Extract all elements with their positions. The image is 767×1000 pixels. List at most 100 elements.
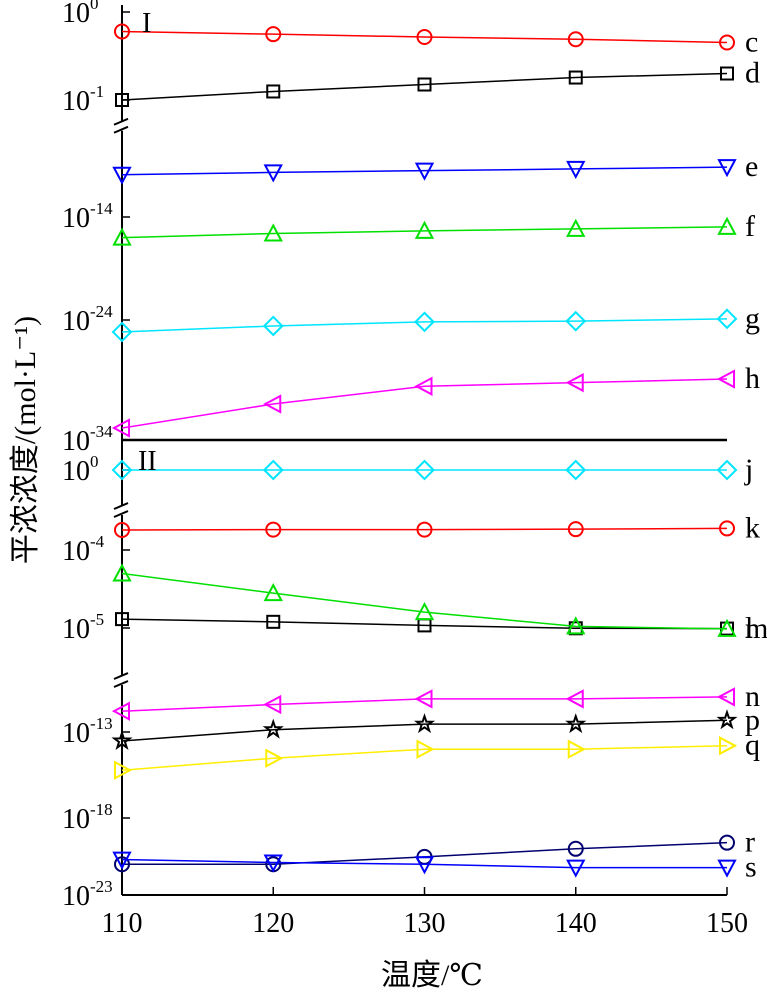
axis-break-gap — [116, 675, 128, 685]
y-tick-label: 10-14 — [62, 199, 113, 234]
series-line — [121, 719, 728, 742]
data-point — [567, 840, 584, 857]
series-label: l — [745, 612, 753, 645]
series-line — [121, 527, 728, 531]
data-point — [112, 227, 132, 246]
data-point — [111, 701, 130, 721]
series-g — [111, 308, 738, 343]
y-tick-exponent: -18 — [90, 800, 113, 819]
axis-break-gap — [116, 120, 128, 131]
axis-break-mark — [113, 680, 129, 688]
data-point — [414, 162, 435, 181]
data-point — [111, 459, 133, 481]
series-line — [121, 166, 728, 176]
series-line — [121, 226, 728, 239]
axes-layer: 110 120 130 140 15010010-110-1410-2410-34100… — [62, 0, 748, 939]
data-point — [414, 459, 435, 481]
y-tick-exponent: -23 — [90, 877, 113, 896]
series-k — [114, 520, 735, 538]
y-tick-exponent: -4 — [90, 532, 105, 551]
data-point — [111, 321, 133, 343]
data-point — [719, 834, 735, 851]
data-point — [265, 26, 282, 43]
data-point — [568, 70, 583, 85]
data-point — [111, 729, 133, 750]
y-axis-title: 平浓浓度/(mol·L⁻¹) — [9, 316, 42, 564]
data-point — [567, 521, 584, 538]
data-point — [567, 31, 584, 48]
data-point — [719, 520, 735, 537]
x-axis-title: 温度/℃ — [381, 959, 483, 992]
data-point — [720, 66, 734, 81]
data-point — [263, 854, 283, 873]
data-point — [565, 713, 587, 734]
data-point — [719, 736, 738, 756]
data-point — [262, 459, 284, 481]
series-label: q — [745, 729, 760, 762]
y-tick-label: 10-13 — [62, 714, 113, 749]
data-point — [114, 23, 130, 40]
series-label: s — [745, 851, 757, 884]
y-tick-exponent: -1 — [90, 82, 104, 101]
data-point — [717, 159, 737, 178]
data-point — [114, 522, 130, 538]
data-point — [265, 521, 282, 538]
data-point — [266, 84, 281, 99]
data-point — [115, 93, 129, 107]
data-point — [263, 394, 282, 414]
data-point — [717, 859, 737, 878]
series-r — [114, 834, 735, 873]
y-tick-exponent: -13 — [90, 714, 113, 733]
data-point — [265, 748, 284, 768]
series-label: c — [745, 26, 758, 59]
series-layer — [111, 23, 738, 878]
panel-label: II — [138, 446, 157, 477]
data-point — [565, 372, 584, 393]
data-point — [263, 164, 283, 183]
data-point — [413, 713, 436, 734]
data-point — [717, 618, 737, 637]
data-point — [716, 369, 735, 389]
series-label: e — [745, 150, 758, 183]
series-d — [115, 66, 734, 107]
data-point — [566, 859, 586, 878]
axis-break-mark — [113, 125, 129, 134]
y-tick-exponent: -14 — [90, 199, 113, 218]
y-tick-label: 10-4 — [62, 532, 105, 567]
data-point — [716, 687, 735, 707]
series-line — [121, 858, 727, 869]
series-f — [112, 216, 737, 246]
data-point — [112, 851, 132, 870]
panel-label: I — [142, 8, 151, 39]
data-point — [566, 160, 586, 180]
series-e — [112, 159, 737, 185]
data-point — [719, 34, 735, 51]
series-h — [111, 369, 735, 438]
series-label: m — [745, 612, 767, 645]
y-tick-label: 10-1 — [62, 82, 104, 117]
series-c — [114, 23, 735, 51]
series-line — [121, 378, 728, 429]
data-point — [262, 315, 284, 337]
x-tick-label: 110 — [102, 908, 143, 939]
series-m — [112, 563, 737, 637]
data-point — [565, 459, 587, 481]
data-point — [416, 28, 433, 45]
data-point — [717, 216, 737, 235]
series-label: r — [745, 826, 755, 859]
series-label: g — [745, 302, 760, 335]
series-label: p — [745, 703, 760, 736]
series-p — [111, 709, 738, 750]
data-point — [266, 614, 281, 629]
data-point — [417, 77, 432, 92]
y-tick-label: 10-18 — [62, 800, 113, 835]
series-s — [112, 851, 737, 878]
data-point — [114, 856, 130, 873]
series-label: j — [744, 453, 753, 486]
data-point — [111, 418, 130, 438]
y-tick-exponent: 0 — [90, 452, 99, 471]
series-label: f — [745, 210, 755, 243]
series-line — [121, 618, 728, 630]
y-tick-label: 100 — [62, 452, 99, 487]
